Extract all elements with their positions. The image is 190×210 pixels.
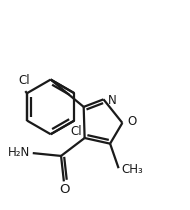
Text: H₂N: H₂N xyxy=(8,146,30,159)
Text: Cl: Cl xyxy=(70,125,82,138)
Text: N: N xyxy=(108,94,117,107)
Text: O: O xyxy=(127,116,136,129)
Text: Cl: Cl xyxy=(18,74,30,87)
Text: O: O xyxy=(60,183,70,196)
Text: CH₃: CH₃ xyxy=(121,163,143,176)
